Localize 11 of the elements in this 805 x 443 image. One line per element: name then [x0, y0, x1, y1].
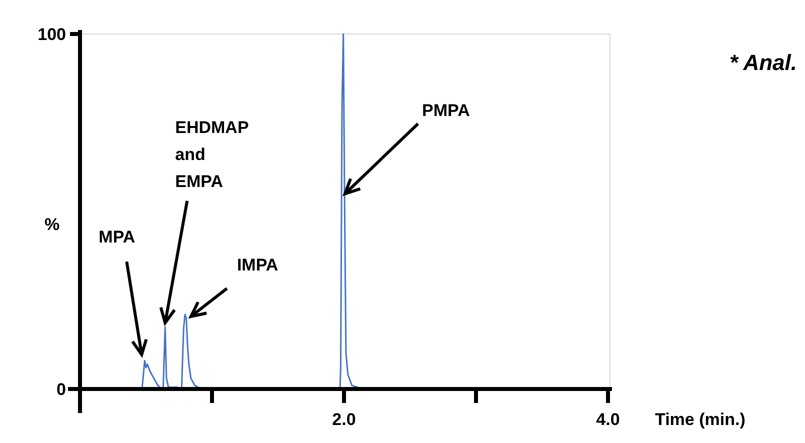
x-axis-title: Time (min.): [655, 410, 746, 429]
annotation: EHDMAP and EMPA: [175, 118, 249, 191]
y-tick-label: 100: [38, 25, 66, 44]
y-axis-title: %: [44, 215, 60, 234]
text: * Anal.: [729, 50, 797, 75]
annotation: MPA: [98, 228, 136, 247]
x-tick-label: 2.0: [332, 410, 356, 429]
y-tick-label: 0: [56, 380, 66, 399]
annotation: PMPA: [422, 100, 470, 120]
annotation: IMPA: [236, 255, 278, 274]
x-tick-label: 4.0: [596, 410, 620, 429]
